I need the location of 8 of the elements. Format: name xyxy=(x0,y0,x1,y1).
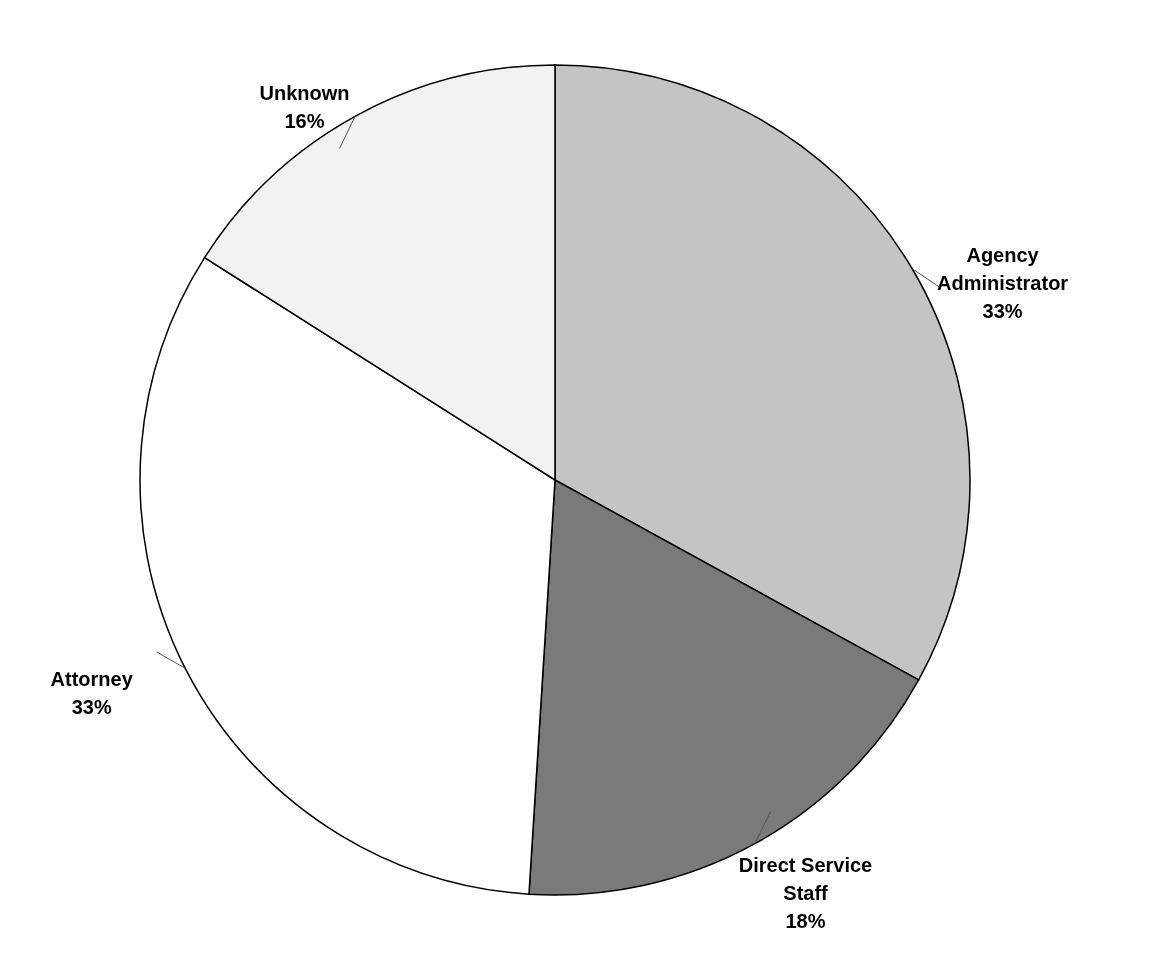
data-label: 16% xyxy=(284,110,325,133)
slice-label: Attorney xyxy=(50,667,134,690)
data-label: 18% xyxy=(785,909,826,932)
data-label: 33% xyxy=(71,695,112,718)
slice-label: Direct Service Staff xyxy=(738,853,873,904)
slice-label: Agency Administrator xyxy=(937,244,1069,295)
data-label: 33% xyxy=(982,300,1023,323)
slice-label: Unknown xyxy=(259,82,350,105)
